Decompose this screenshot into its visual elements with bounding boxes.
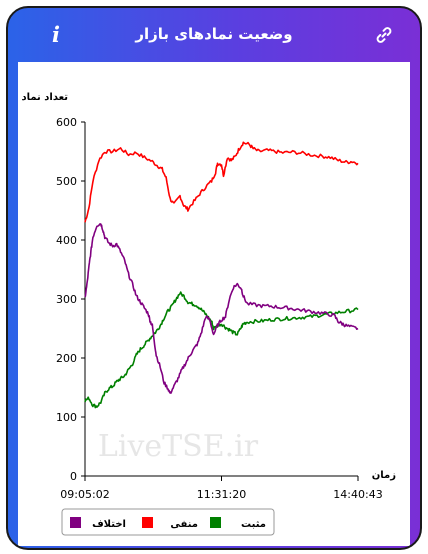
info-icon[interactable]: i [52, 22, 60, 47]
x-axis-title: زمان [372, 470, 396, 481]
chart-panel: LiveTSE.ir تعداد نماد زمان 0 100 200 300 400… [18, 62, 410, 546]
watermark-text: LiveTSE.ir [98, 429, 259, 464]
line-chart: LiveTSE.ir تعداد نماد زمان 0 100 200 300 400… [21, 92, 396, 536]
y-tick-label: 200 [56, 352, 77, 365]
y-tick-label: 300 [56, 293, 77, 306]
y-tick-label: 0 [70, 470, 77, 483]
y-axis-title: تعداد نماد [21, 92, 68, 103]
legend-swatch [142, 517, 153, 528]
legend-label: منفی [170, 519, 198, 530]
y-tick-label: 500 [56, 175, 77, 188]
x-tick-label: 09:05:02 [60, 488, 109, 501]
widget-header: i وضعیت نمادهای بازار [8, 8, 420, 62]
legend-swatch [70, 517, 81, 528]
widget-title: وضعیت نمادهای بازار [135, 25, 293, 43]
series-line-0 [84, 141, 359, 223]
y-tick-label: 400 [56, 234, 77, 247]
y-tick-label: 100 [56, 411, 77, 424]
legend-label: اختلاف [92, 519, 126, 530]
series-line-1 [84, 291, 359, 409]
legend-label: مثبت [241, 519, 266, 530]
legend-swatch [210, 517, 221, 528]
widget-frame: i وضعیت نمادهای بازار LiveTSE.ir تعداد ن… [6, 6, 422, 550]
x-tick-label: 14:40:43 [333, 488, 382, 501]
legend-box [61, 508, 275, 536]
link-icon[interactable] [374, 25, 394, 45]
series-line-2 [84, 223, 359, 395]
x-tick-label: 11:31:20 [197, 488, 246, 501]
y-tick-label: 600 [56, 116, 77, 129]
